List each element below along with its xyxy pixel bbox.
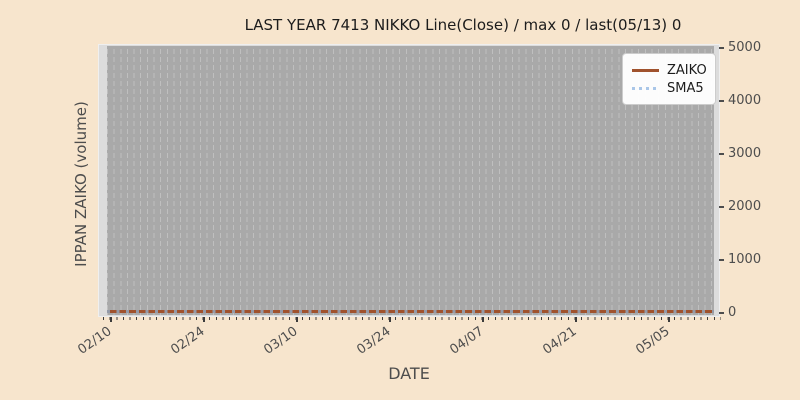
- dotted-line-swatch-icon: [632, 86, 659, 90]
- x-tick: [203, 317, 205, 322]
- legend-label: ZAIKO: [667, 62, 707, 78]
- x-tick: [296, 317, 298, 322]
- y-tick-label: 2000: [728, 199, 762, 214]
- plot-data-region: [107, 46, 714, 315]
- legend-label: SMA5: [667, 80, 704, 96]
- legend-item-zaiko: ZAIKO: [632, 61, 707, 79]
- x-tick: [482, 317, 484, 322]
- y-axis-label: IPPAN ZAIKO (volume): [72, 101, 90, 267]
- chart-title: LAST YEAR 7413 NIKKO Line(Close) / max 0…: [244, 16, 682, 34]
- x-minor-ticks: [103, 317, 721, 320]
- chart-legend: ZAIKO SMA5: [622, 53, 716, 105]
- y-tick: [719, 100, 724, 102]
- y-tick: [719, 259, 724, 261]
- y-tick-label: 3000: [728, 146, 762, 161]
- x-tick-label: 03/24: [354, 324, 394, 358]
- plot-area: [99, 45, 719, 316]
- x-tick: [389, 317, 391, 322]
- x-tick-label: 02/24: [168, 324, 208, 358]
- y-tick: [719, 206, 724, 208]
- solid-line-swatch-icon: [632, 68, 659, 72]
- x-tick-label: 03/10: [261, 324, 301, 358]
- x-tick-label: 05/05: [633, 324, 673, 358]
- x-tick-label: 04/07: [447, 324, 487, 358]
- x-tick-label: 02/10: [75, 324, 115, 358]
- x-tick: [668, 317, 670, 322]
- y-tick-label: 1000: [728, 252, 762, 267]
- y-tick: [719, 47, 724, 49]
- legend-item-sma5: SMA5: [632, 79, 706, 97]
- y-tick-label: 0: [728, 305, 737, 320]
- x-tick: [575, 317, 577, 322]
- x-tick: [110, 317, 112, 322]
- y-tick: [719, 153, 724, 155]
- x-axis-label: DATE: [388, 364, 430, 383]
- zaiko-line-series: [107, 310, 714, 313]
- x-tick-label: 04/21: [540, 324, 580, 358]
- y-tick: [719, 312, 724, 314]
- y-tick-label: 5000: [728, 40, 762, 55]
- y-tick-label: 4000: [728, 93, 762, 108]
